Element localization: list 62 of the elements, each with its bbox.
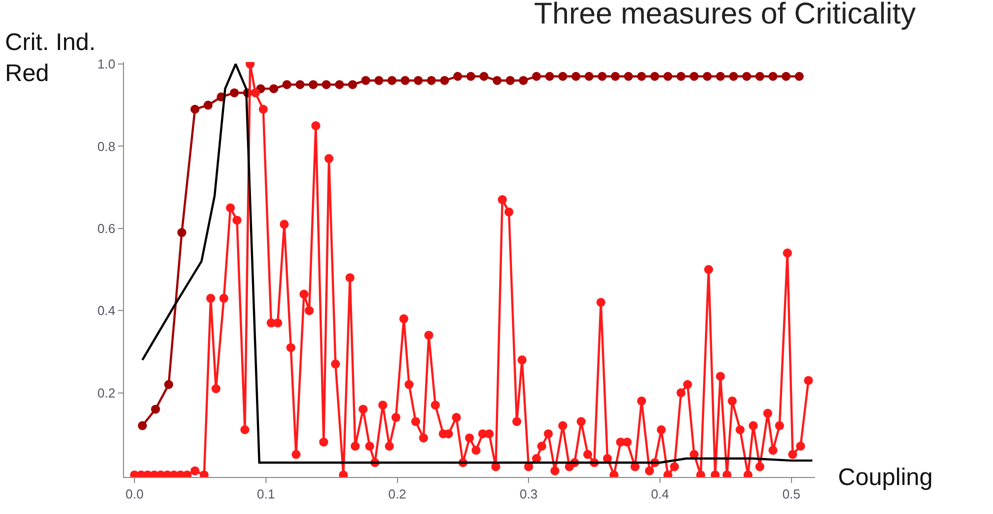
point <box>177 228 186 238</box>
point <box>190 104 200 114</box>
point <box>610 72 620 81</box>
point <box>334 80 344 90</box>
point <box>151 404 160 414</box>
point <box>518 76 528 85</box>
point <box>164 380 174 390</box>
point <box>204 100 213 110</box>
y-tick-label: 1.0 <box>97 56 116 72</box>
point <box>400 76 410 85</box>
point <box>322 80 331 90</box>
y-tick-label: 0.2 <box>97 385 116 400</box>
chart-title: Three measures of Criticality <box>534 0 916 31</box>
x-tick-label: 0.1 <box>256 486 275 502</box>
point <box>374 76 384 85</box>
x-tick-label: 0.2 <box>388 486 406 502</box>
point <box>702 72 712 81</box>
point <box>308 80 318 90</box>
point <box>426 76 436 85</box>
x-tick-label: 0.5 <box>782 486 800 502</box>
point <box>387 76 396 85</box>
x-tick-label: 0.3 <box>520 486 538 502</box>
point <box>532 72 541 81</box>
y-tick-label: 0.6 <box>97 220 116 236</box>
point <box>558 72 568 81</box>
point <box>296 80 305 90</box>
x-tick-label: 0.0 <box>125 486 144 502</box>
point <box>690 72 699 81</box>
point <box>492 76 502 85</box>
point <box>650 72 660 81</box>
point <box>453 72 462 81</box>
point <box>755 72 764 81</box>
point <box>794 72 804 81</box>
point <box>545 72 554 81</box>
point <box>663 72 672 81</box>
point <box>361 76 370 85</box>
y-axis-title: Crit. Ind. Red <box>5 29 96 88</box>
point <box>729 72 738 81</box>
point <box>571 72 580 81</box>
point <box>138 421 147 430</box>
point <box>230 88 239 98</box>
y-tick-label: 0.4 <box>97 303 116 318</box>
point <box>637 72 646 81</box>
point <box>584 72 594 81</box>
point <box>676 72 686 81</box>
point <box>624 72 633 81</box>
point <box>768 72 778 81</box>
point <box>479 72 488 81</box>
point <box>282 80 292 90</box>
point <box>269 84 278 94</box>
point <box>598 72 607 81</box>
point <box>414 76 423 85</box>
point <box>742 72 752 81</box>
x-tick-label: 0.4 <box>650 486 670 502</box>
x-axis-title: Coupling <box>838 464 933 491</box>
point <box>506 76 515 85</box>
y-tick-label: 0.8 <box>97 138 116 154</box>
point <box>348 80 358 90</box>
point <box>466 72 476 81</box>
point <box>440 76 450 85</box>
point <box>716 72 725 81</box>
point <box>782 72 791 81</box>
